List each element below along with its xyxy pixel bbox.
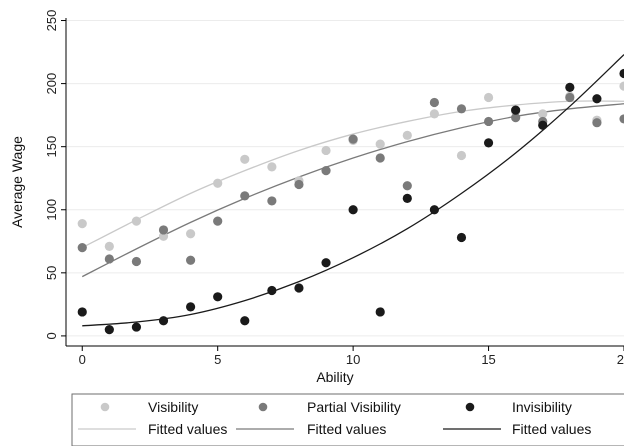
point-2-10 [348, 205, 358, 215]
point-2-19 [592, 94, 602, 104]
x-tick-label: 5 [214, 352, 221, 367]
y-tick-label: 100 [44, 199, 59, 221]
point-1-7 [267, 196, 277, 206]
point-2-2 [131, 322, 142, 332]
point-1-2 [131, 256, 142, 267]
point-0-11 [375, 139, 385, 149]
grid [66, 20, 624, 337]
point-2-11 [375, 307, 385, 317]
x-tick-label: 20 [617, 352, 624, 367]
legend-marker-1 [258, 402, 268, 412]
y-tick-label: 250 [44, 10, 59, 32]
point-1-6 [240, 191, 250, 201]
point-1-3 [158, 225, 169, 235]
x-axis-title: Ability [316, 369, 353, 385]
point-2-20 [619, 68, 624, 79]
point-1-16 [511, 113, 521, 123]
data-points [77, 68, 624, 335]
point-1-4 [186, 255, 196, 265]
point-2-8 [294, 283, 304, 293]
x-tick-label: 10 [346, 352, 360, 367]
point-1-11 [375, 153, 385, 163]
point-1-8 [294, 179, 304, 190]
legend-label-2: Invisibility [512, 399, 572, 415]
point-2-9 [321, 258, 331, 268]
point-1-10 [348, 134, 358, 144]
point-2-6 [240, 316, 250, 326]
point-2-4 [186, 302, 196, 312]
point-0-2 [131, 216, 142, 226]
y-tick-label: 50 [44, 266, 59, 280]
y-axis-title: Average Wage [9, 136, 25, 228]
point-0-13 [429, 109, 439, 119]
fitted-line-3 [81, 100, 624, 249]
legend-label-3: Fitted values [148, 421, 227, 437]
point-0-20 [619, 81, 624, 91]
point-0-17 [538, 109, 548, 119]
point-0-3 [158, 231, 169, 241]
legend-box [71, 393, 624, 446]
point-0-4 [186, 229, 196, 239]
point-2-15 [483, 138, 494, 148]
legend: Visibility Partial Visibility Invisibility… [71, 393, 624, 446]
point-2-12 [402, 193, 412, 203]
point-2-1 [104, 325, 114, 335]
point-1-15 [483, 116, 494, 127]
x-tick-label: 0 [79, 352, 86, 367]
point-1-12 [402, 181, 412, 191]
fitted-line-5 [82, 54, 624, 327]
point-2-18 [565, 82, 575, 92]
axes: 0 50 100 150 200 250 0 5 10 15 20 [44, 10, 624, 367]
fitted-lines [81, 54, 624, 327]
point-0-1 [104, 241, 114, 251]
legend-marker-2 [465, 402, 475, 412]
point-1-5 [213, 216, 223, 226]
point-0-5 [213, 178, 223, 188]
legend-label-4: Fitted values [307, 421, 386, 437]
point-0-14 [456, 150, 467, 161]
point-0-7 [267, 162, 277, 172]
point-2-17 [538, 120, 548, 130]
point-2-5 [213, 292, 223, 302]
legend-marker-0 [100, 402, 110, 412]
point-2-3 [158, 316, 169, 326]
point-1-0 [77, 243, 87, 253]
legend-items: Visibility Partial Visibility Invisibility… [78, 399, 591, 437]
point-1-9 [321, 166, 331, 176]
point-2-16 [511, 105, 521, 115]
y-tick-label: 200 [44, 73, 59, 95]
point-1-14 [456, 104, 467, 114]
fitted-line-4 [81, 103, 624, 278]
x-tick-label: 15 [481, 352, 495, 367]
point-2-13 [429, 205, 439, 215]
point-2-7 [267, 285, 277, 296]
legend-label-5: Fitted values [512, 421, 591, 437]
point-2-0 [77, 307, 87, 317]
point-0-6 [240, 154, 250, 164]
legend-label-1: Partial Visibility [307, 399, 401, 415]
point-1-13 [429, 97, 439, 108]
point-1-18 [565, 92, 575, 103]
point-0-9 [321, 145, 331, 156]
point-1-20 [619, 114, 624, 124]
y-tick-label: 150 [44, 136, 59, 158]
point-0-12 [402, 130, 412, 140]
legend-label-0: Visibility [148, 399, 198, 415]
y-tick-label: 0 [44, 332, 59, 339]
point-0-15 [483, 92, 494, 103]
point-1-1 [104, 254, 114, 264]
point-0-0 [77, 219, 87, 229]
point-2-14 [456, 232, 467, 243]
point-1-19 [592, 118, 602, 128]
